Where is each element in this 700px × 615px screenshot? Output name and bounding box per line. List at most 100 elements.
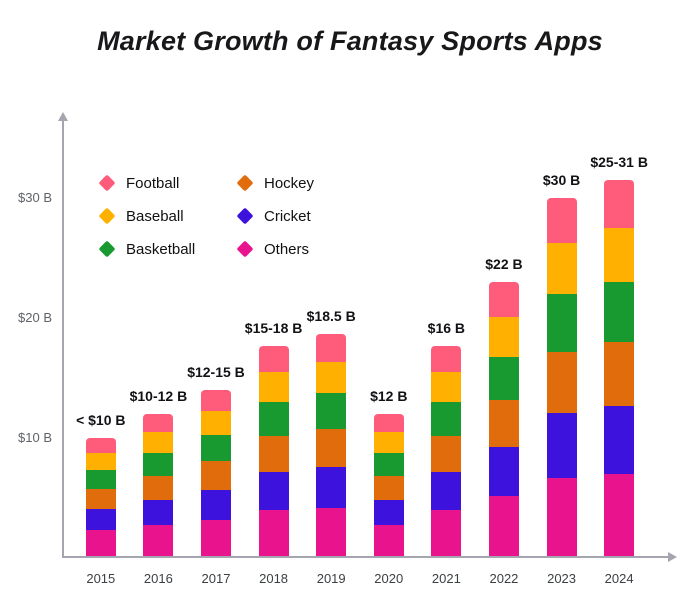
bar-segment-others (488, 496, 519, 556)
bar-segment-basketball (316, 392, 347, 429)
legend-label: Others (264, 240, 310, 258)
bar-stack (431, 346, 462, 556)
bar-value-label: $15-18 B (244, 320, 303, 336)
bar-segment-football (143, 414, 174, 433)
bar-segment-others (200, 520, 231, 556)
bar-segment-football (546, 198, 577, 243)
bar-segment-hockey (200, 461, 231, 490)
bar-segment-basketball (143, 452, 174, 476)
bar-value-label: $25-31 B (590, 154, 648, 171)
bar-value-label: $30 B (542, 172, 581, 189)
bar-segment-basketball (258, 402, 289, 437)
bar-value-label: $22 B (485, 256, 523, 273)
chart-title: Market Growth of Fantasy Sports Apps (97, 26, 603, 56)
x-tick-label-2018: 2018 (259, 571, 289, 586)
bar-group-2017: $12-15 B 2017 (187, 123, 245, 586)
bar-group-2022: $22 B 2022 (475, 123, 533, 586)
bar-segment-hockey (258, 436, 289, 473)
bar-segment-football (488, 282, 519, 318)
x-axis-arrow-icon (668, 552, 677, 562)
x-axis (62, 552, 677, 562)
x-tick-label-2019: 2019 (316, 571, 346, 586)
bar-segment-baseball (316, 361, 347, 393)
bar-value-label: $18.5 B (306, 308, 356, 324)
bar-group-2016: $10-12 B 2016 (129, 123, 188, 586)
bar-stack (85, 438, 116, 556)
bars-container: < $10 B 2015 $10-12 B 2016 $12-15 B 2017 $15-1… (72, 123, 648, 586)
bar-group-2023: $30 B 2023 (533, 123, 591, 586)
diamond-icon (98, 207, 116, 225)
legend-label: Cricket (264, 207, 311, 225)
bar-segment-football (200, 390, 231, 411)
bar-segment-others (85, 529, 116, 556)
bar-value-label: $12 B (370, 388, 408, 405)
legend-label: Football (126, 174, 180, 192)
bar-segment-baseball (373, 432, 404, 453)
legend-label: Basketball (126, 240, 196, 258)
y-tick-label: $10 B (18, 430, 52, 445)
bar-segment-baseball (604, 228, 635, 283)
bar-value-label: $12-15 B (187, 364, 245, 381)
diamond-icon (236, 240, 254, 258)
bar-segment-cricket (373, 499, 404, 525)
bar-value-label: < $10 B (76, 412, 126, 429)
bar-segment-football (373, 414, 404, 433)
x-tick-label-2016: 2016 (143, 571, 173, 586)
legend-item-others: Others (236, 239, 354, 259)
bar-segment-others (258, 510, 289, 556)
legend-column: Football Baseball Basketball (98, 173, 216, 259)
bar-group-2024: $25-31 B 2024 (590, 123, 648, 586)
bar-value-label: $10-12 B (129, 388, 188, 405)
bar-group-2021: $16 B 2021 (418, 123, 476, 586)
bar-group-2020: $12 B 2020 (360, 123, 418, 586)
legend-item-hockey: Hockey (236, 173, 354, 193)
bar-segment-hockey (604, 342, 635, 407)
bar-segment-baseball (85, 452, 116, 470)
bar-segment-football (85, 438, 116, 453)
bar-stack (488, 282, 519, 556)
bar-segment-hockey (546, 352, 577, 414)
x-tick-label-2024: 2024 (604, 571, 634, 586)
bar-segment-baseball (488, 317, 519, 357)
x-tick-label-2022: 2022 (489, 571, 519, 586)
bar-segment-basketball (488, 356, 519, 401)
bar-segment-cricket (488, 446, 519, 496)
bar-segment-hockey (85, 488, 116, 510)
bar-segment-baseball (431, 372, 462, 403)
bar-segment-cricket (604, 406, 635, 475)
bar-segment-basketball (85, 469, 116, 489)
legend-column: Hockey Cricket Others (236, 173, 354, 259)
bar-segment-cricket (316, 467, 347, 508)
bar-segment-hockey (373, 475, 404, 500)
x-tick-label-2017: 2017 (201, 571, 231, 586)
bar-segment-basketball (431, 402, 462, 437)
bar-segment-baseball (200, 410, 231, 435)
legend-item-basketball: Basketball (98, 239, 216, 259)
legend-item-baseball: Baseball (98, 206, 216, 226)
bar-segment-others (373, 524, 404, 556)
y-axis-arrow-icon (58, 112, 68, 121)
bar-segment-basketball (200, 434, 231, 462)
bar-segment-hockey (431, 436, 462, 473)
bar-segment-hockey (316, 428, 347, 468)
x-tick-label-2020: 2020 (374, 571, 404, 586)
bar-stack (316, 334, 347, 556)
bar-stack (143, 414, 174, 556)
legend-label: Baseball (126, 207, 184, 225)
bar-segment-baseball (258, 372, 289, 403)
bar-stack (373, 414, 404, 556)
y-axis (58, 112, 68, 558)
bar-segment-hockey (488, 400, 519, 447)
bar-stack (604, 180, 635, 556)
legend-item-football: Football (98, 173, 216, 193)
bar-segment-football (316, 334, 347, 362)
y-tick-label: $20 B (18, 310, 52, 325)
bar-group-2019: $18.5 B 2019 (302, 123, 360, 586)
diamond-icon (236, 207, 254, 225)
bar-group-2018: $15-18 B 2018 (244, 123, 303, 586)
bar-segment-football (431, 346, 462, 373)
plot-area: $10 B $20 B $30 B < $10 B 2015 $10-12 B 2016 $… (18, 112, 677, 586)
bar-segment-cricket (546, 413, 577, 478)
bar-value-label: $16 B (427, 320, 466, 336)
bar-segment-football (258, 346, 289, 373)
